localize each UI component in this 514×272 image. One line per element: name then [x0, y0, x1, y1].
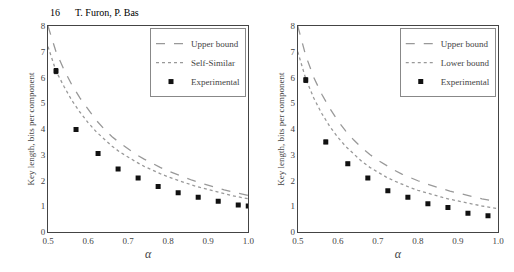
- svg-text:5: 5: [290, 98, 295, 108]
- svg-text:α: α: [395, 247, 402, 261]
- svg-text:6: 6: [41, 73, 46, 83]
- svg-text:1: 1: [41, 201, 46, 211]
- svg-text:0: 0: [290, 227, 295, 237]
- svg-text:3: 3: [290, 150, 295, 160]
- svg-text:0.9: 0.9: [203, 236, 215, 246]
- svg-text:Upper bound: Upper bound: [191, 39, 239, 49]
- svg-text:16 T. Furon, P. Bas: 16 T. Furon, P. Bas: [50, 7, 139, 18]
- svg-text:Key length, bits per component: Key length, bits per component: [26, 72, 36, 186]
- svg-text:2: 2: [41, 176, 46, 186]
- svg-text:0.8: 0.8: [412, 236, 424, 246]
- svg-text:Upper bound: Upper bound: [441, 39, 489, 49]
- svg-text:0.7: 0.7: [372, 236, 384, 246]
- svg-text:0.6: 0.6: [82, 236, 94, 246]
- svg-text:0.5: 0.5: [42, 236, 54, 246]
- svg-text:0.5: 0.5: [292, 236, 304, 246]
- svg-text:6: 6: [290, 73, 295, 83]
- svg-text:0.8: 0.8: [163, 236, 175, 246]
- svg-text:2: 2: [290, 176, 295, 186]
- svg-text:0.6: 0.6: [332, 236, 344, 246]
- svg-text:Lower bound: Lower bound: [441, 58, 490, 68]
- svg-text:3: 3: [41, 150, 46, 160]
- svg-text:α: α: [145, 247, 152, 261]
- svg-text:5: 5: [41, 98, 46, 108]
- svg-text:8: 8: [290, 21, 295, 31]
- svg-text:7: 7: [41, 47, 46, 57]
- svg-text:Key length, bits per component: Key length, bits per component: [276, 72, 286, 186]
- svg-text:4: 4: [290, 124, 295, 134]
- svg-text:0.9: 0.9: [452, 236, 464, 246]
- svg-text:Experimental: Experimental: [191, 77, 240, 87]
- svg-text:1.0: 1.0: [243, 236, 255, 246]
- svg-text:1: 1: [290, 201, 295, 211]
- svg-text:Experimental: Experimental: [441, 77, 490, 87]
- svg-text:8: 8: [41, 21, 46, 31]
- svg-text:Self-Similar: Self-Similar: [191, 58, 235, 68]
- svg-text:0: 0: [41, 227, 46, 237]
- svg-text:1.0: 1.0: [492, 236, 504, 246]
- svg-text:4: 4: [41, 124, 46, 134]
- svg-text:7: 7: [290, 47, 295, 57]
- svg-text:0.7: 0.7: [122, 236, 134, 246]
